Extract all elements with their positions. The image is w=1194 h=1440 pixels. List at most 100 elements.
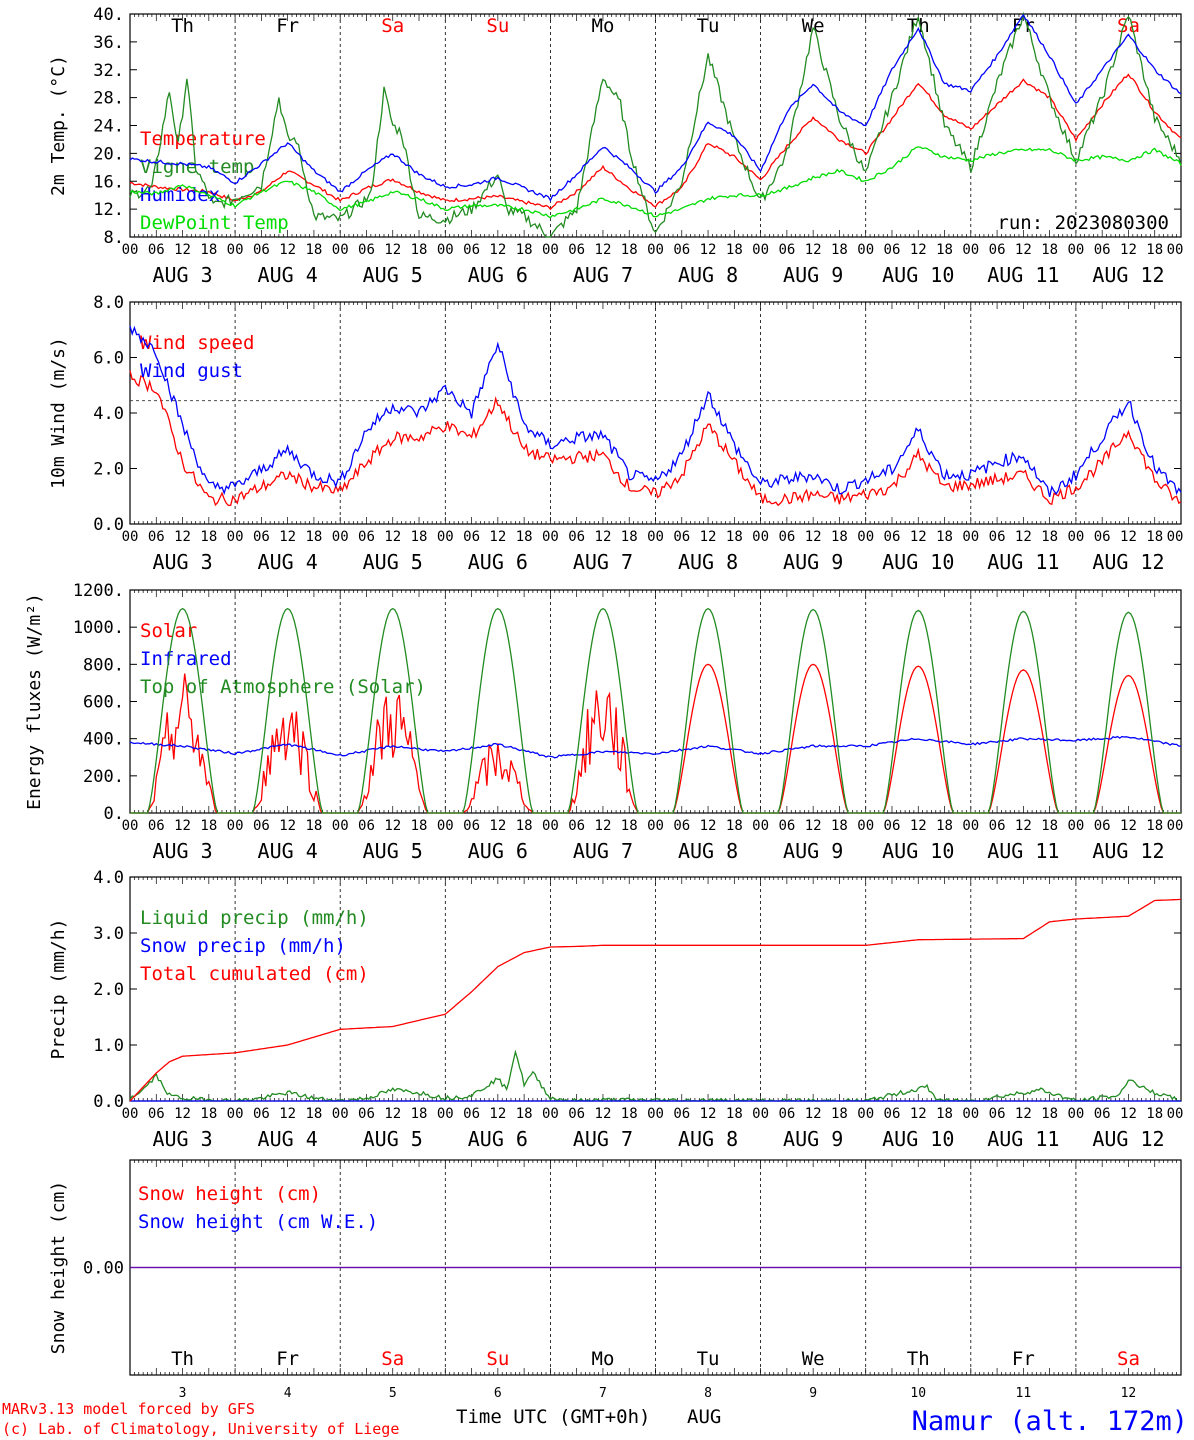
hour-tick-label: 18 <box>831 818 848 834</box>
hour-tick-label: 00 <box>1067 818 1084 834</box>
hour-tick-label: 00 <box>332 529 349 545</box>
date-label: AUG 5 <box>363 839 423 863</box>
hour-tick-label: 12 <box>174 1106 191 1122</box>
date-label: AUG 5 <box>363 1127 423 1151</box>
hour-tick-label: 12 <box>489 818 506 834</box>
y-axis-label: Snow height (cm) <box>48 1181 69 1354</box>
weekday-label: Mo <box>592 15 615 37</box>
hour-tick-label: 18 <box>831 1106 848 1122</box>
hour-tick-label: 18 <box>1146 818 1163 834</box>
weekday-label: Sa <box>1117 1348 1140 1370</box>
hour-tick-label: 18 <box>516 529 533 545</box>
hour-tick-label: 18 <box>305 818 322 834</box>
hour-tick-label: 00 <box>332 818 349 834</box>
y-tick-label: 40. <box>93 5 124 25</box>
hour-tick-label: 00 <box>227 1106 244 1122</box>
hour-tick-label: 06 <box>989 529 1006 545</box>
hour-tick-label: 00 <box>647 1106 664 1122</box>
hour-tick-label: 12 <box>279 1106 296 1122</box>
date-label: AUG 8 <box>678 839 738 863</box>
series-line-dewpoint-temp <box>129 146 1182 219</box>
bottom-axis: 3 4 5 6 7 8 9 10 11 12 <box>179 1386 1137 1401</box>
hour-tick-label: 18 <box>936 242 953 258</box>
hour-tick-label: 00 <box>647 818 664 834</box>
y-tick-label: 1000. <box>73 618 124 638</box>
y-tick-label: 1200. <box>73 581 124 601</box>
credit-model: MARv3.13 model forced by GFS <box>2 1400 255 1418</box>
hour-tick-label: 06 <box>148 818 165 834</box>
y-tick-label: 12. <box>93 200 124 220</box>
day-number-label: 12 <box>1121 1386 1137 1401</box>
y-tick-label: 1.0 <box>93 1036 124 1056</box>
y-axis-label: Precip (mm/h) <box>48 919 69 1060</box>
y-tick-label: 0.0 <box>93 1092 124 1112</box>
x-axis-ticks <box>129 302 1182 524</box>
weekday-label: Th <box>171 1348 194 1370</box>
day-number-label: 10 <box>910 1386 926 1401</box>
hour-tick-label: 18 <box>200 529 217 545</box>
hour-tick-label: 06 <box>778 529 795 545</box>
weekday-label: We <box>802 15 825 37</box>
hour-tick-label: 12 <box>595 1106 612 1122</box>
hour-tick-label: 00 <box>542 529 559 545</box>
series-line-top-of-atmosphere-solar- <box>130 607 1181 814</box>
hour-tick-label: 12 <box>489 242 506 258</box>
hour-tick-label: 06 <box>1094 529 1111 545</box>
day-number-label: 4 <box>284 1386 292 1401</box>
y-tick-label: 0.00 <box>83 1259 124 1279</box>
hour-tick-label: 00 <box>1167 818 1184 834</box>
hour-tick-label: 06 <box>463 818 480 834</box>
date-label: AUG 7 <box>573 263 633 287</box>
date-label: AUG 5 <box>363 550 423 574</box>
date-label: AUG 6 <box>468 550 528 574</box>
legend-entry: Solar <box>140 620 197 642</box>
hour-tick-label: 18 <box>936 1106 953 1122</box>
date-label: AUG 4 <box>258 839 318 863</box>
weekday-label: Fr <box>276 1348 299 1370</box>
hour-tick-label: 00 <box>332 1106 349 1122</box>
legend-entry: DewPoint Temp <box>140 212 289 234</box>
x-axis-label: Time UTC (GMT+0h) <box>456 1406 650 1428</box>
hour-tick-label: 18 <box>621 242 638 258</box>
hour-tick-label: 12 <box>384 529 401 545</box>
date-label: AUG 4 <box>258 550 318 574</box>
y-tick-label: 4.0 <box>93 404 124 424</box>
hour-tick-label: 12 <box>805 529 822 545</box>
y-tick-label: 800. <box>83 655 124 675</box>
hour-tick-label: 06 <box>989 1106 1006 1122</box>
date-label: AUG 11 <box>987 550 1059 574</box>
weekday-label: Th <box>907 1348 930 1370</box>
date-label: AUG 8 <box>678 1127 738 1151</box>
y-tick-label: 200. <box>83 767 124 787</box>
hour-tick-label: 12 <box>174 242 191 258</box>
hour-tick-label: 18 <box>200 242 217 258</box>
hour-tick-label: 06 <box>989 818 1006 834</box>
hour-tick-label: 18 <box>1146 1106 1163 1122</box>
weekday-label: Sa <box>1117 15 1140 37</box>
hour-tick-label: 18 <box>1041 818 1058 834</box>
hour-tick-label: 12 <box>700 529 717 545</box>
hour-tick-label: 06 <box>568 818 585 834</box>
hour-tick-label: 12 <box>279 818 296 834</box>
hour-tick-label: 12 <box>910 818 927 834</box>
date-label: AUG 5 <box>363 263 423 287</box>
y-axis-label: Energy fluxes (W/m²) <box>24 593 45 810</box>
hour-tick-label: 00 <box>647 529 664 545</box>
y-tick-label: 32. <box>93 61 124 81</box>
hour-tick-label: 00 <box>962 242 979 258</box>
hour-tick-label: 00 <box>437 1106 454 1122</box>
hour-tick-label: 12 <box>1120 818 1137 834</box>
hour-tick-label: 06 <box>884 242 901 258</box>
hour-tick-label: 06 <box>148 529 165 545</box>
hour-tick-label: 06 <box>463 529 480 545</box>
hour-tick-label: 12 <box>805 818 822 834</box>
y-axis-label: 2m Temp. (°C) <box>48 55 69 196</box>
series-line-humidex <box>129 13 1182 202</box>
hour-tick-label: 12 <box>700 818 717 834</box>
hour-tick-label: 06 <box>253 242 270 258</box>
weekday-label: Fr <box>1012 1348 1035 1370</box>
hour-tick-label: 12 <box>279 529 296 545</box>
y-tick-label: 24. <box>93 117 124 137</box>
hour-tick-label: 12 <box>1015 242 1032 258</box>
